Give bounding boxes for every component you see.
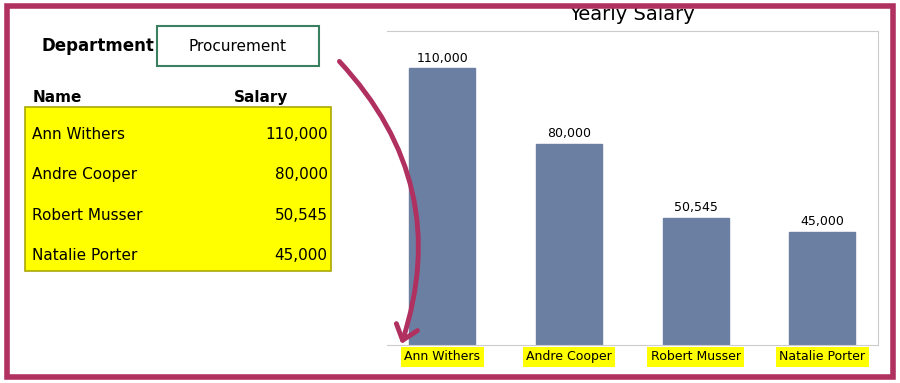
Text: 110,000: 110,000: [265, 127, 328, 142]
Bar: [789, 232, 855, 345]
FancyBboxPatch shape: [157, 26, 319, 67]
Text: 45,000: 45,000: [800, 215, 844, 228]
Text: 80,000: 80,000: [274, 167, 328, 182]
Text: Department: Department: [42, 37, 155, 55]
FancyArrowPatch shape: [339, 61, 418, 340]
Bar: [662, 218, 728, 345]
Text: Robert Musser: Robert Musser: [32, 208, 143, 223]
Text: 50,545: 50,545: [274, 208, 328, 223]
Text: Name: Name: [32, 90, 82, 105]
Text: Salary: Salary: [234, 90, 288, 105]
Title: Yearly Salary: Yearly Salary: [570, 5, 695, 23]
FancyBboxPatch shape: [25, 107, 331, 270]
Bar: [410, 68, 475, 345]
Text: 80,000: 80,000: [547, 127, 591, 140]
Text: 50,545: 50,545: [674, 201, 717, 214]
Text: Ann Withers: Ann Withers: [32, 127, 125, 142]
Text: Andre Cooper: Andre Cooper: [32, 167, 138, 182]
Text: Procurement: Procurement: [189, 39, 286, 54]
Text: 110,000: 110,000: [417, 52, 468, 65]
Bar: [536, 144, 602, 345]
Text: 45,000: 45,000: [274, 248, 328, 264]
Text: Natalie Porter: Natalie Porter: [32, 248, 138, 264]
